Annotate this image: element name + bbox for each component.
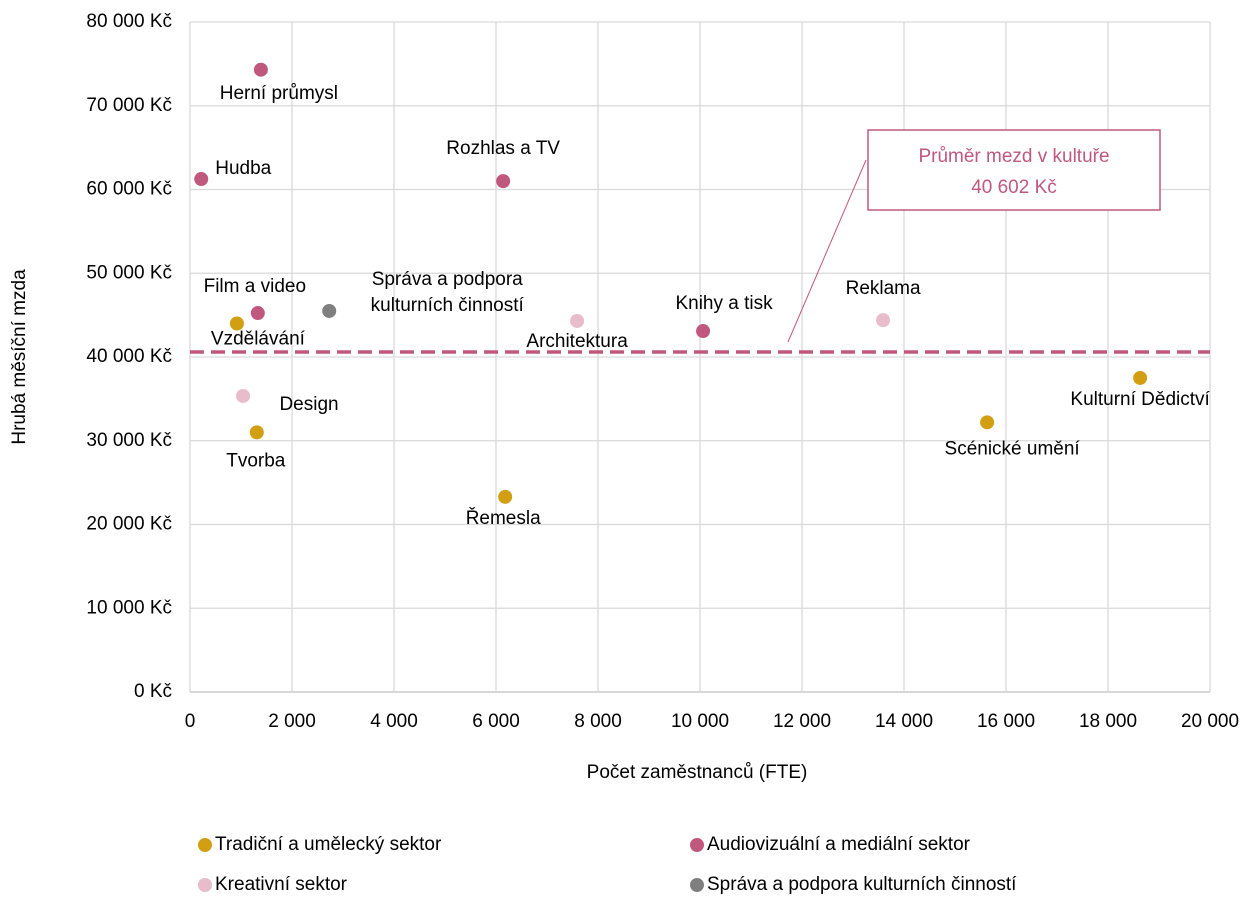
y-tick-label: 20 000 Kč bbox=[86, 514, 172, 535]
point bbox=[322, 303, 337, 318]
callout-value: 40 602 Kč bbox=[971, 177, 1057, 198]
y-tick-label: 40 000 Kč bbox=[86, 346, 172, 367]
y-axis-title: Hrubá měsíční mzda bbox=[9, 269, 30, 445]
x-tick-label: 16 000 bbox=[977, 711, 1035, 732]
point-label: Hudba bbox=[215, 158, 271, 179]
x-axis-title: Počet zaměstnanců (FTE) bbox=[587, 762, 808, 783]
legend-label: Kreativní sektor bbox=[215, 874, 348, 895]
legend-marker bbox=[690, 878, 704, 892]
y-tick-label: 0 Kč bbox=[134, 681, 172, 702]
point-label: Knihy a tisk bbox=[675, 293, 773, 314]
legend-marker bbox=[198, 878, 212, 892]
legend-label: Správa a podpora kulturních činností bbox=[707, 874, 1017, 895]
point bbox=[876, 313, 891, 328]
point-label: Herní průmysl bbox=[220, 83, 338, 104]
point-label: Rozhlas a TV bbox=[446, 138, 560, 159]
point bbox=[570, 313, 585, 328]
point-label: Řemesla bbox=[466, 507, 541, 529]
y-tick-label: 70 000 Kč bbox=[86, 95, 172, 116]
point bbox=[980, 415, 995, 430]
point bbox=[250, 306, 265, 321]
point bbox=[496, 174, 511, 189]
x-tick-label: 6 000 bbox=[472, 711, 520, 732]
y-tick-label: 10 000 Kč bbox=[86, 597, 172, 618]
legend-marker bbox=[198, 838, 212, 852]
point-label: Reklama bbox=[846, 278, 921, 299]
x-tick-label: 0 bbox=[185, 711, 196, 732]
y-tick-label: 30 000 Kč bbox=[86, 430, 172, 451]
y-tick-label: 60 000 Kč bbox=[86, 179, 172, 200]
x-tick-label: 4 000 bbox=[370, 711, 418, 732]
point-label: Vzdělávání bbox=[211, 329, 306, 350]
x-tick-label: 8 000 bbox=[574, 711, 622, 732]
point bbox=[249, 425, 264, 440]
point-label: Architektura bbox=[526, 331, 628, 352]
x-tick-label: 10 000 bbox=[671, 711, 729, 732]
x-tick-label: 14 000 bbox=[875, 711, 933, 732]
point-label-box: Správa a podpora kulturních činností bbox=[370, 268, 524, 316]
point bbox=[696, 324, 711, 339]
point bbox=[229, 316, 244, 331]
x-tick-label: 2 000 bbox=[268, 711, 316, 732]
callout-box bbox=[867, 129, 1161, 211]
point-label: Film a video bbox=[204, 276, 306, 297]
point bbox=[236, 388, 251, 403]
point bbox=[1133, 370, 1148, 385]
callout-leader bbox=[787, 159, 867, 343]
point-label: Tvorba bbox=[226, 450, 286, 471]
x-tick-label: 18 000 bbox=[1079, 711, 1137, 732]
callout-text: Průměr mezd v kultuře bbox=[918, 146, 1109, 167]
x-tick-label: 12 000 bbox=[773, 711, 831, 732]
point bbox=[253, 62, 268, 77]
point bbox=[498, 489, 513, 504]
point bbox=[194, 172, 209, 187]
point-label: Kulturní Dědictví bbox=[1070, 389, 1210, 410]
x-tick-label: 20 000 bbox=[1181, 711, 1239, 732]
point-label: Scénické umění bbox=[945, 438, 1081, 459]
legend-label: Tradiční a umělecký sektor bbox=[215, 834, 442, 855]
y-tick-label: 80 000 Kč bbox=[86, 11, 172, 32]
point-label: Design bbox=[279, 394, 338, 415]
point-label: Správa a podpora kulturních činností bbox=[370, 268, 524, 316]
legend-marker bbox=[690, 838, 704, 852]
y-tick-label: 50 000 Kč bbox=[86, 262, 172, 283]
legend-label: Audiovizuální a mediální sektor bbox=[707, 834, 971, 855]
